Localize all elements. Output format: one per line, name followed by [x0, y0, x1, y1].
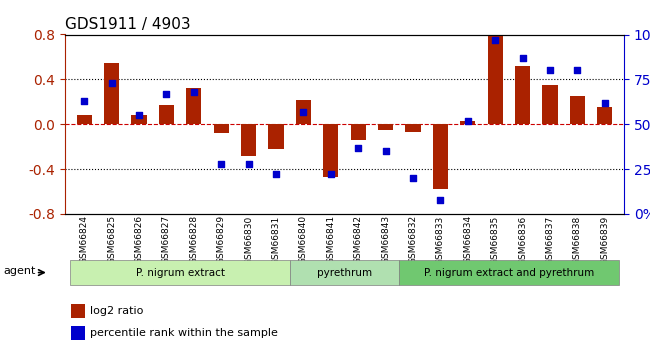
- Point: [216, 161, 226, 166]
- FancyBboxPatch shape: [399, 260, 619, 285]
- Point: [380, 148, 391, 154]
- Bar: [433, 124, 448, 189]
- Point: [188, 89, 199, 95]
- Bar: [77, 115, 92, 124]
- Point: [134, 112, 144, 118]
- Bar: [515, 66, 530, 124]
- Point: [271, 172, 281, 177]
- Bar: [71, 326, 84, 340]
- Point: [599, 100, 610, 106]
- Bar: [323, 124, 339, 177]
- Text: P. nigrum extract and pyrethrum: P. nigrum extract and pyrethrum: [424, 268, 594, 277]
- Text: GDS1911 / 4903: GDS1911 / 4903: [65, 17, 190, 32]
- Bar: [131, 115, 146, 124]
- Point: [79, 98, 90, 104]
- Point: [298, 109, 309, 115]
- Point: [326, 172, 336, 177]
- Point: [408, 175, 418, 181]
- Bar: [241, 124, 256, 156]
- Point: [463, 118, 473, 124]
- Point: [243, 161, 254, 166]
- Bar: [71, 304, 84, 318]
- Bar: [104, 62, 119, 124]
- Bar: [350, 124, 366, 140]
- Point: [353, 145, 363, 150]
- Bar: [406, 124, 421, 132]
- FancyBboxPatch shape: [70, 260, 290, 285]
- Point: [436, 197, 446, 202]
- Bar: [378, 124, 393, 130]
- Bar: [214, 124, 229, 133]
- Text: agent: agent: [3, 266, 36, 276]
- Text: pyrethrum: pyrethrum: [317, 268, 372, 277]
- FancyBboxPatch shape: [290, 260, 399, 285]
- Text: P. nigrum extract: P. nigrum extract: [136, 268, 225, 277]
- Point: [490, 37, 501, 43]
- Text: percentile rank within the sample: percentile rank within the sample: [90, 328, 278, 338]
- Bar: [460, 121, 475, 124]
- Point: [572, 68, 582, 73]
- Text: log2 ratio: log2 ratio: [90, 306, 144, 316]
- Point: [161, 91, 172, 97]
- Bar: [543, 85, 558, 124]
- Bar: [159, 105, 174, 124]
- Bar: [488, 34, 502, 124]
- Bar: [187, 88, 202, 124]
- Point: [107, 80, 117, 86]
- Bar: [296, 99, 311, 124]
- Bar: [268, 124, 283, 149]
- Bar: [597, 107, 612, 124]
- Point: [517, 55, 528, 61]
- Point: [545, 68, 555, 73]
- Bar: [570, 96, 585, 124]
